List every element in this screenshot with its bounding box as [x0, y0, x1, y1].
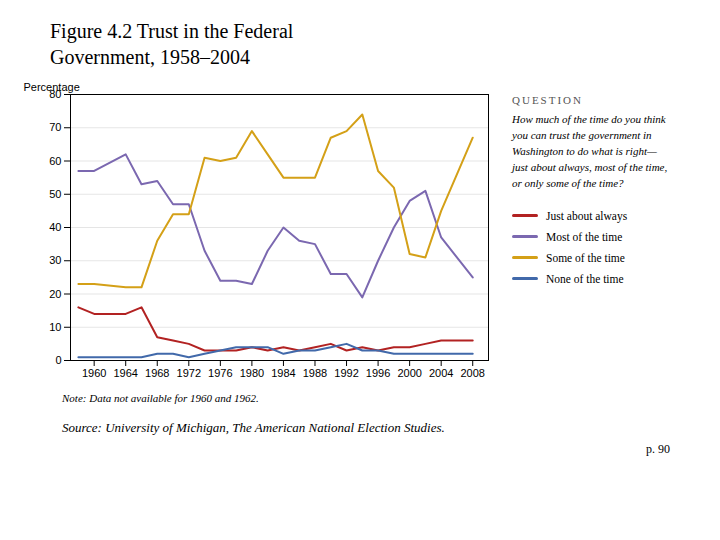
html-text:QUESTION: QUESTION [512, 94, 583, 106]
svg-text:50: 50 [49, 188, 61, 200]
html-text:Note: Data not available for 1: Note: Data not available for 1960 and 19… [62, 392, 259, 404]
html-text:Some of the time: Some of the time [546, 251, 625, 264]
svg-text:2004: 2004 [429, 367, 453, 379]
svg-text:30: 30 [49, 254, 61, 266]
svg-text:1988: 1988 [303, 367, 327, 379]
svg-text:80: 80 [49, 88, 62, 100]
svg-text:1992: 1992 [334, 367, 358, 379]
html-text:Figure 4.2 Trust in the Federa: Figure 4.2 Trust in the Federal [50, 20, 294, 42]
html-text:p. 90: p. 90 [646, 442, 670, 456]
svg-text:1996: 1996 [366, 367, 390, 379]
html-text:Just about always: Just about always [546, 209, 628, 222]
html-text:How much of the time do you th: How much of the time do you think you ca… [512, 113, 668, 189]
html-text:None of the time: None of the time [546, 272, 624, 285]
svg-text:40: 40 [49, 221, 61, 233]
svg-text:1972: 1972 [177, 367, 201, 379]
svg-text:1960: 1960 [82, 367, 106, 379]
svg-text:1976: 1976 [208, 367, 232, 379]
svg-text:2000: 2000 [397, 367, 421, 379]
html-text:Source: University of Michigan: Source: University of Michigan, The Amer… [62, 420, 445, 435]
svg-text:1984: 1984 [271, 367, 295, 379]
html-text:Government, 1958–2004: Government, 1958–2004 [50, 46, 250, 68]
svg-text:60: 60 [49, 155, 61, 167]
svg-text:1980: 1980 [240, 367, 264, 379]
svg-text:2008: 2008 [460, 367, 484, 379]
svg-text:70: 70 [49, 121, 61, 133]
svg-text:20: 20 [49, 288, 61, 300]
svg-text:Percentage: Percentage [24, 81, 80, 93]
html-text:Most of the time: Most of the time [546, 230, 623, 243]
svg-text:10: 10 [49, 321, 61, 333]
svg-text:0: 0 [55, 354, 61, 366]
svg-text:1968: 1968 [145, 367, 169, 379]
svg-text:1964: 1964 [113, 367, 137, 379]
